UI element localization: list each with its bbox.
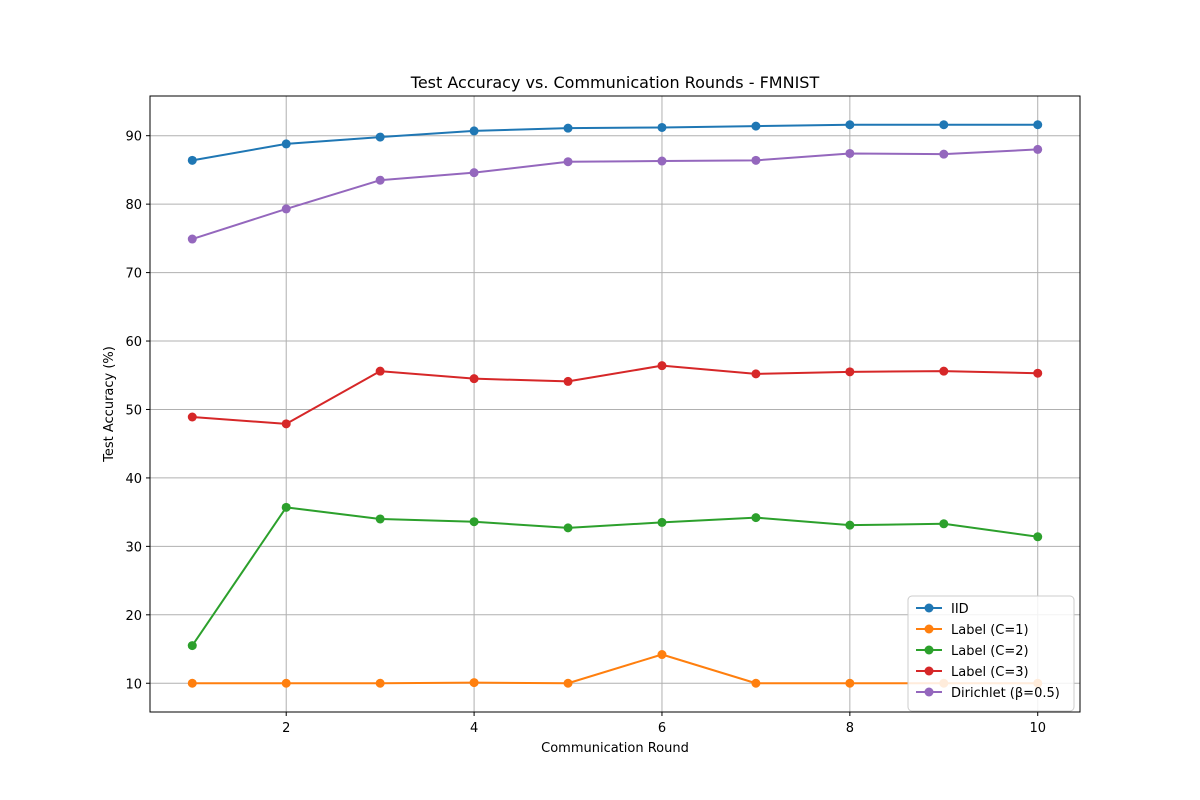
data-point [375, 514, 385, 524]
legend-swatch-marker [924, 624, 934, 634]
data-point [939, 149, 949, 159]
x-tick-label: 10 [1029, 721, 1046, 736]
data-point [751, 369, 761, 379]
y-tick-label: 10 [125, 677, 142, 692]
series-line [192, 653, 1038, 685]
data-point [845, 120, 855, 130]
data-point [657, 361, 667, 371]
legend-label: Label (C=1) [951, 623, 1029, 638]
data-point [469, 126, 479, 136]
y-tick-label: 80 [125, 198, 142, 213]
series-layer [187, 120, 1043, 688]
data-point [1033, 144, 1043, 154]
data-point [187, 641, 197, 651]
data-point [187, 412, 197, 422]
data-point [375, 175, 385, 185]
data-point [1033, 532, 1043, 542]
y-tick-label: 60 [125, 335, 142, 350]
data-point [187, 234, 197, 244]
data-point [563, 157, 573, 167]
data-point [375, 678, 385, 688]
series-line [191, 148, 1038, 241]
series-1 [187, 650, 1043, 688]
legend-box [907, 595, 1075, 712]
legend-label: Label (C=2) [951, 644, 1029, 659]
x-tick-label: 6 [658, 721, 666, 736]
data-point [751, 155, 761, 165]
data-point [563, 523, 573, 533]
data-point [281, 678, 291, 688]
data-point [563, 376, 573, 386]
data-point [845, 148, 855, 158]
legend-swatch-marker [924, 645, 934, 655]
data-point [751, 513, 761, 523]
data-point [375, 366, 385, 376]
y-tick-label: 70 [125, 267, 142, 282]
series-4 [187, 144, 1043, 244]
plot-frame [149, 95, 1081, 713]
data-point [375, 132, 385, 142]
legend-swatch-marker [924, 687, 934, 697]
data-point [281, 419, 291, 429]
data-point [845, 520, 855, 530]
data-point [939, 366, 949, 376]
x-tick-label: 2 [282, 721, 290, 736]
data-point [281, 502, 291, 512]
legend-swatch-marker [924, 666, 934, 676]
data-point [939, 120, 949, 130]
data-point [187, 155, 197, 165]
data-point [469, 517, 479, 527]
data-point [281, 139, 291, 149]
data-point [563, 678, 573, 688]
data-point [469, 374, 479, 384]
data-point [845, 367, 855, 377]
tick-layer: 2 4 6 8 10 10 20 30 40 50 60 70 80 90 [125, 130, 1046, 736]
data-point [1033, 120, 1043, 130]
data-point [1033, 368, 1043, 378]
data-point [657, 517, 667, 527]
x-axis-label: Communication Round [541, 741, 689, 756]
data-point [657, 156, 667, 166]
data-point [563, 123, 573, 133]
y-tick-label: 20 [125, 609, 142, 624]
data-point [751, 121, 761, 131]
legend-label: IID [951, 602, 969, 617]
y-axis-label: Test Accuracy (%) [102, 346, 117, 463]
y-tick-label: 90 [125, 130, 142, 145]
series-line [191, 506, 1038, 647]
x-tick-label: 8 [846, 721, 854, 736]
data-point [657, 122, 667, 132]
chart-title: Test Accuracy vs. Communication Rounds -… [410, 73, 820, 92]
series-3 [187, 361, 1043, 429]
data-point [939, 519, 949, 529]
data-point [281, 204, 291, 214]
y-tick-label: 50 [125, 403, 142, 418]
series-2 [187, 502, 1043, 651]
legend-label: Dirichlet (β=0.5) [951, 686, 1060, 701]
x-tick-label: 4 [470, 721, 478, 736]
series-0 [187, 120, 1043, 165]
legend-swatch-marker [924, 603, 934, 613]
data-point [845, 678, 855, 688]
data-point [657, 650, 667, 660]
legend-label: Label (C=3) [951, 665, 1029, 680]
series-line [192, 364, 1038, 425]
legend: IID Label (C=1) Label (C=2) Label (C=3) Diri… [907, 595, 1075, 712]
y-tick-label: 40 [125, 472, 142, 487]
y-tick-label: 30 [125, 540, 142, 555]
data-point [187, 678, 197, 688]
data-point [469, 168, 479, 178]
series-line [192, 123, 1038, 162]
data-point [469, 678, 479, 688]
data-point [751, 678, 761, 688]
